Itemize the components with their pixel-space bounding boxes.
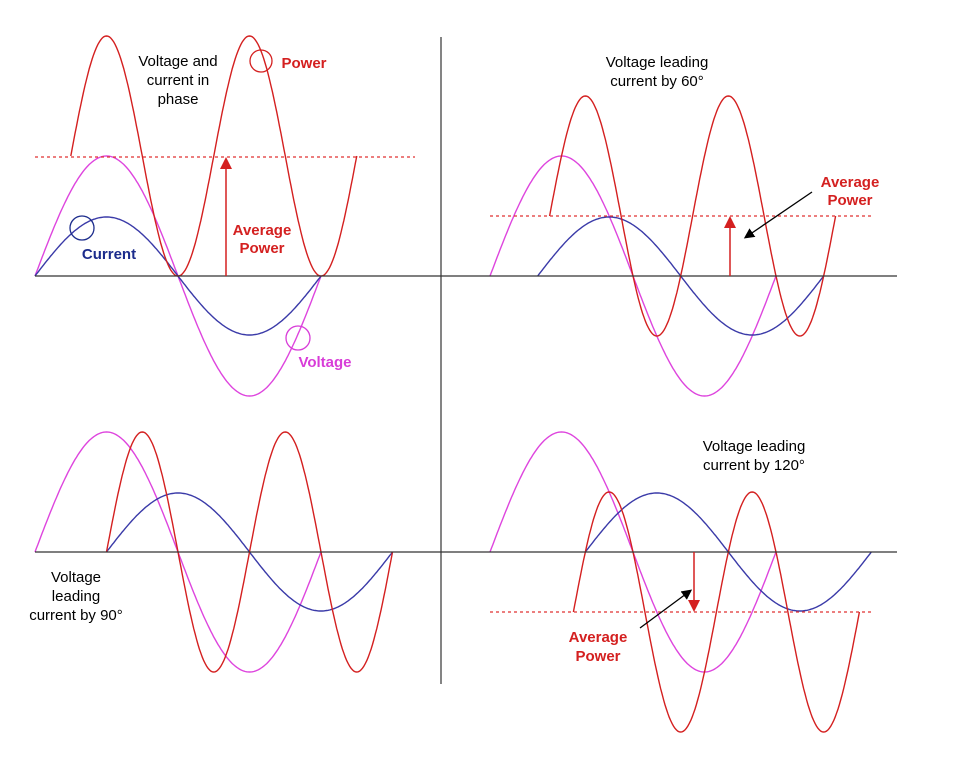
pointer-arrow	[639, 589, 693, 629]
average-label: Average	[821, 174, 880, 191]
marker-circle	[249, 49, 273, 73]
average-label: Average	[569, 629, 628, 646]
average-label: Power	[575, 648, 620, 665]
pointer-arrow	[743, 191, 813, 239]
waveforms	[34, 35, 872, 733]
voltage-label: Voltage	[298, 354, 351, 371]
panel-title: Voltage	[51, 569, 101, 586]
panel-title: Voltage and	[138, 53, 217, 70]
power-label: Power	[281, 55, 326, 72]
power-wave	[572, 491, 861, 733]
panel-title: current by 60°	[610, 73, 704, 90]
current-label: Current	[82, 246, 136, 263]
panel-title: phase	[158, 91, 199, 108]
panel-title: current by 90°	[29, 607, 123, 624]
power-wave	[70, 35, 358, 277]
average-label: Power	[827, 192, 872, 209]
panel-title: Voltage leading	[606, 54, 709, 71]
panel-title: current in	[147, 72, 210, 89]
panel-title: leading	[52, 588, 100, 605]
marker-circle	[285, 325, 311, 351]
panel-title: Voltage leading	[703, 438, 806, 455]
power-wave	[548, 95, 837, 337]
average-label: Average	[233, 222, 292, 239]
panel-title: current by 120°	[703, 457, 805, 474]
marker-circle	[69, 215, 95, 241]
average-label: Power	[239, 240, 284, 257]
